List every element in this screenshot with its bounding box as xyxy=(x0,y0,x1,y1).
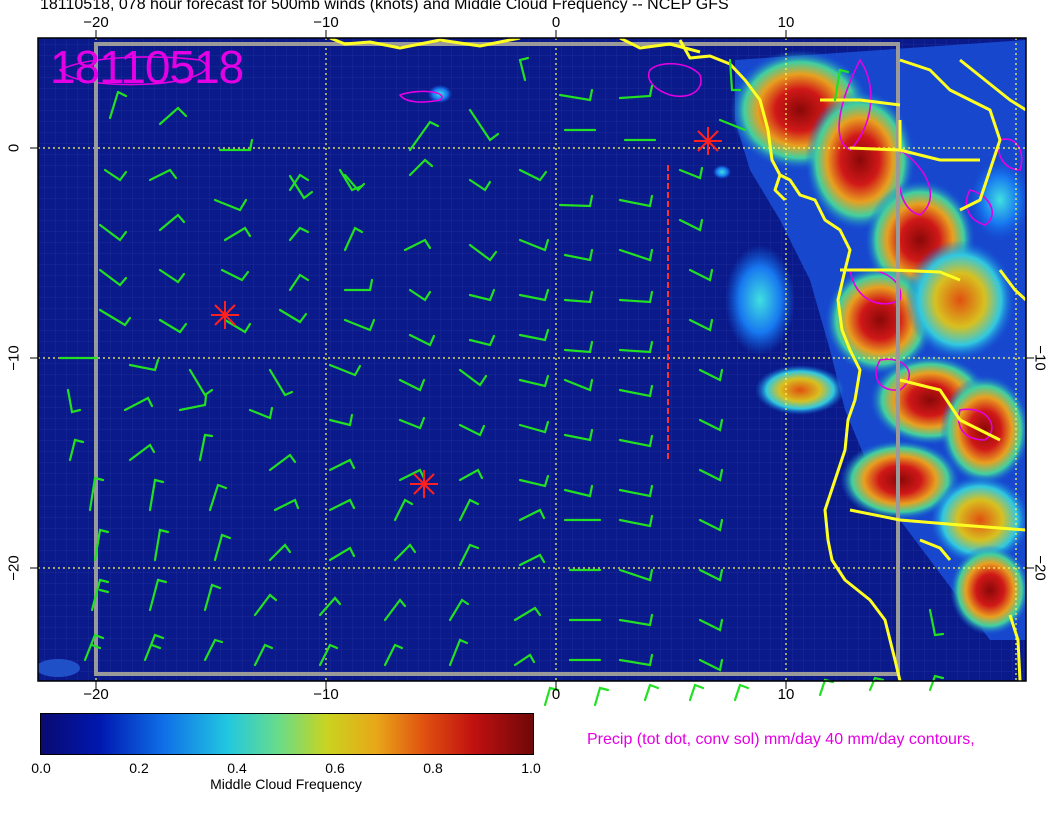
date-stamp: 18110518 xyxy=(50,41,244,93)
bottom-tick-label: 10 xyxy=(777,686,795,703)
bottom-tick-label: 0 xyxy=(551,686,561,703)
marker-asterisk xyxy=(211,301,239,329)
wind-barbs xyxy=(58,56,945,672)
precip-legend: Precip (tot dot, conv sol) mm/day 40 mm/… xyxy=(587,731,975,748)
marker-asterisk xyxy=(410,470,438,498)
top-tick-label: −20 xyxy=(83,14,109,31)
left-tick-label: −20 xyxy=(5,555,23,581)
colorbar-title: Middle Cloud Frequency xyxy=(210,776,362,792)
colorbar-tick: 0.2 xyxy=(129,760,149,776)
right-tick-label: −20 xyxy=(1031,555,1049,581)
frame-ticks xyxy=(30,30,1034,689)
bottom-tick-label: −20 xyxy=(83,686,109,703)
top-tick-label: 0 xyxy=(551,14,561,31)
colorbar-tick: 0.0 xyxy=(31,760,51,776)
marker-asterisk xyxy=(694,127,722,155)
colorbar-tick: 0.6 xyxy=(325,760,345,776)
left-tick-label: 0 xyxy=(5,143,23,153)
top-tick-label: 10 xyxy=(777,14,795,31)
bottom-tick-label: −10 xyxy=(313,686,339,703)
colorbar-tick: 1.0 xyxy=(521,760,541,776)
wind-barbs-outside xyxy=(543,674,945,707)
top-tick-label: −10 xyxy=(313,14,339,31)
colorbar-tick: 0.8 xyxy=(423,760,443,776)
colorbar-tick: 0.4 xyxy=(227,760,247,776)
right-tick-label: −10 xyxy=(1031,345,1049,371)
map-title: 18110518, 078 hour forecast for 500mb wi… xyxy=(40,0,729,13)
colorbar xyxy=(40,713,534,755)
coastline xyxy=(329,38,1026,681)
marker-asterisks xyxy=(211,127,722,498)
left-tick-label: −10 xyxy=(5,345,23,371)
map-frame xyxy=(37,37,1027,682)
